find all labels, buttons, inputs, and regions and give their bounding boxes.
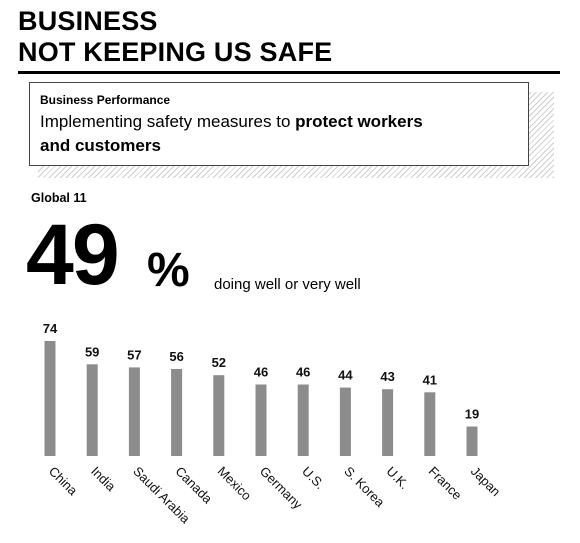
bar-u-k-	[382, 389, 394, 456]
bar-value-label: 43	[380, 369, 394, 384]
callout-description-plain: Implementing safety measures to	[40, 112, 296, 131]
bar-india	[86, 364, 98, 456]
category-label: Mexico	[215, 464, 255, 504]
bar-value-label: 46	[254, 365, 268, 380]
global-value: 49	[26, 207, 120, 303]
callout-description-bold-1: protect workers	[295, 112, 423, 131]
headline-line-1: BUSINESS	[18, 6, 158, 36]
headline-line-2: NOT KEEPING US SAFE	[18, 37, 333, 67]
headline-rule	[18, 71, 560, 74]
bar-value-label: 56	[169, 349, 183, 364]
bar-value-label: 44	[338, 368, 353, 383]
bar-s-korea	[339, 387, 351, 456]
bar-u-s-	[297, 384, 309, 456]
bar-value-label: 59	[85, 344, 99, 359]
callout-eyebrow: Business Performance	[40, 93, 171, 107]
category-label: India	[88, 464, 119, 495]
global-caption: doing well or very well	[214, 276, 361, 293]
bar-value-label: 52	[212, 355, 226, 370]
category-label: Germany	[257, 464, 306, 513]
bar-saudi-arabia	[128, 367, 140, 456]
global-label: Global 11	[31, 191, 87, 205]
bar-value-label: 19	[465, 407, 479, 422]
category-label: China	[46, 464, 81, 499]
category-label: France	[426, 464, 465, 503]
bar-mexico	[213, 375, 225, 456]
bar-value-label: 74	[43, 321, 58, 336]
category-label: U.S.	[299, 464, 327, 492]
bar-value-label: 57	[127, 347, 141, 362]
global-percent-sign: %	[147, 244, 190, 297]
callout-description: Implementing safety measures to protect …	[40, 110, 520, 158]
category-label: Japan	[468, 464, 504, 500]
category-label: U.K.	[383, 464, 411, 492]
bar-china	[44, 341, 56, 456]
bar-france	[424, 392, 436, 456]
bar-value-label: 46	[296, 365, 310, 380]
callout-description-bold-2: and customers	[40, 136, 161, 155]
bar-value-label: 41	[423, 372, 437, 387]
category-label: S. Korea	[341, 464, 388, 511]
bar-japan	[466, 426, 478, 456]
bar-germany	[255, 384, 267, 456]
bar-canada	[171, 369, 183, 456]
callout-box: Business Performance Implementing safety…	[29, 82, 529, 166]
headline: BUSINESS NOT KEEPING US SAFE	[18, 6, 332, 68]
